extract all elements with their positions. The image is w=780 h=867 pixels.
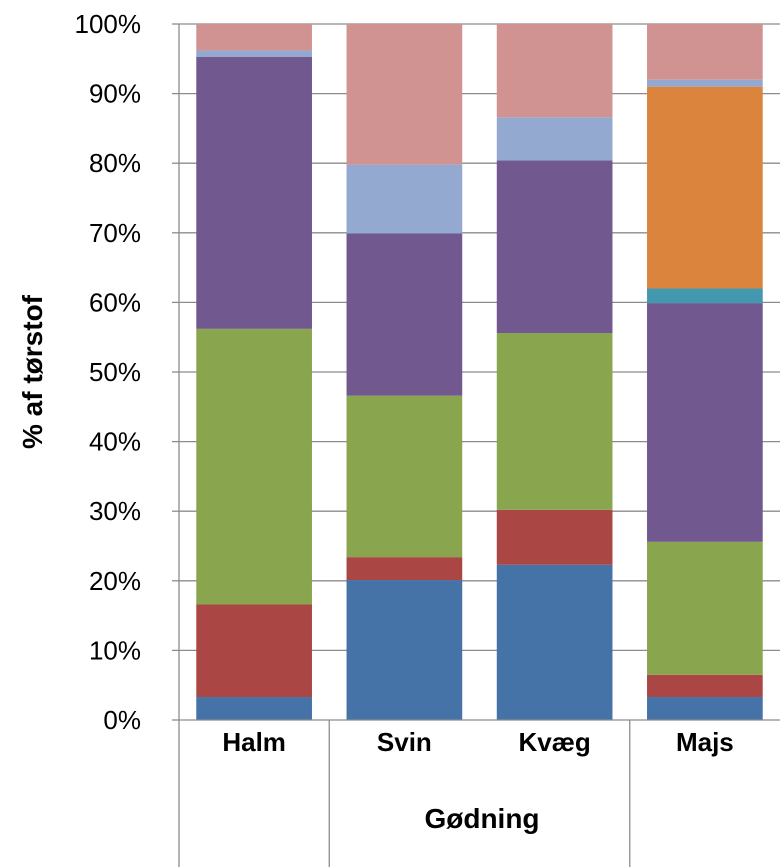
y-tick-label: 80%	[89, 148, 141, 178]
y-tick-label: 40%	[89, 427, 141, 457]
y-tick-label: 50%	[89, 357, 141, 387]
bar-segment	[346, 395, 463, 558]
bar-segment	[647, 79, 763, 87]
y-tick-labels: 0% 10% 20% 30% 40% 50% 60% 70% 80% 90% 100%	[75, 9, 142, 735]
y-tick-label: 100%	[75, 9, 142, 39]
y-tick-label: 60%	[89, 287, 141, 317]
group-label: Gødning	[424, 803, 539, 834]
bar-segment	[647, 541, 763, 675]
y-tick-label: 20%	[89, 566, 141, 596]
bar-segment	[647, 86, 763, 289]
bar-segment	[196, 50, 312, 57]
axes	[178, 24, 780, 867]
category-label: Majs	[676, 727, 734, 757]
bar-segment	[496, 160, 613, 334]
bar-segment	[346, 233, 463, 396]
bar-segment	[647, 303, 763, 542]
bar-segment	[647, 288, 763, 304]
bar-segment	[346, 557, 463, 581]
bars	[196, 24, 763, 720]
bar-segment	[647, 24, 763, 80]
category-label: Halm	[222, 727, 286, 757]
bar-segment	[196, 328, 312, 605]
bar-segment	[346, 580, 463, 720]
y-tick-label: 70%	[89, 218, 141, 248]
category-labels: Halm Svin Kvæg Majs	[222, 727, 733, 757]
y-tick-label: 0%	[103, 705, 141, 735]
bar-segment	[647, 697, 763, 720]
y-tick-label: 30%	[89, 496, 141, 526]
bar-segment	[496, 509, 613, 565]
category-label: Svin	[377, 727, 432, 757]
bar-segment	[496, 564, 613, 720]
bar-segment	[346, 24, 463, 165]
bar-segment	[196, 697, 312, 720]
bar-segment	[496, 24, 613, 118]
y-axis-title: % af tørstof	[17, 294, 48, 449]
bar-segment	[647, 674, 763, 698]
category-label: Kvæg	[519, 727, 591, 757]
bar-segment	[196, 604, 312, 698]
bar-segment	[346, 164, 463, 234]
bar-segment	[496, 333, 613, 510]
bar-segment	[196, 56, 312, 329]
bar-segment	[196, 24, 312, 51]
bar-segment	[496, 117, 613, 161]
y-tick-label: 90%	[89, 79, 141, 109]
y-tick-label: 10%	[89, 635, 141, 665]
